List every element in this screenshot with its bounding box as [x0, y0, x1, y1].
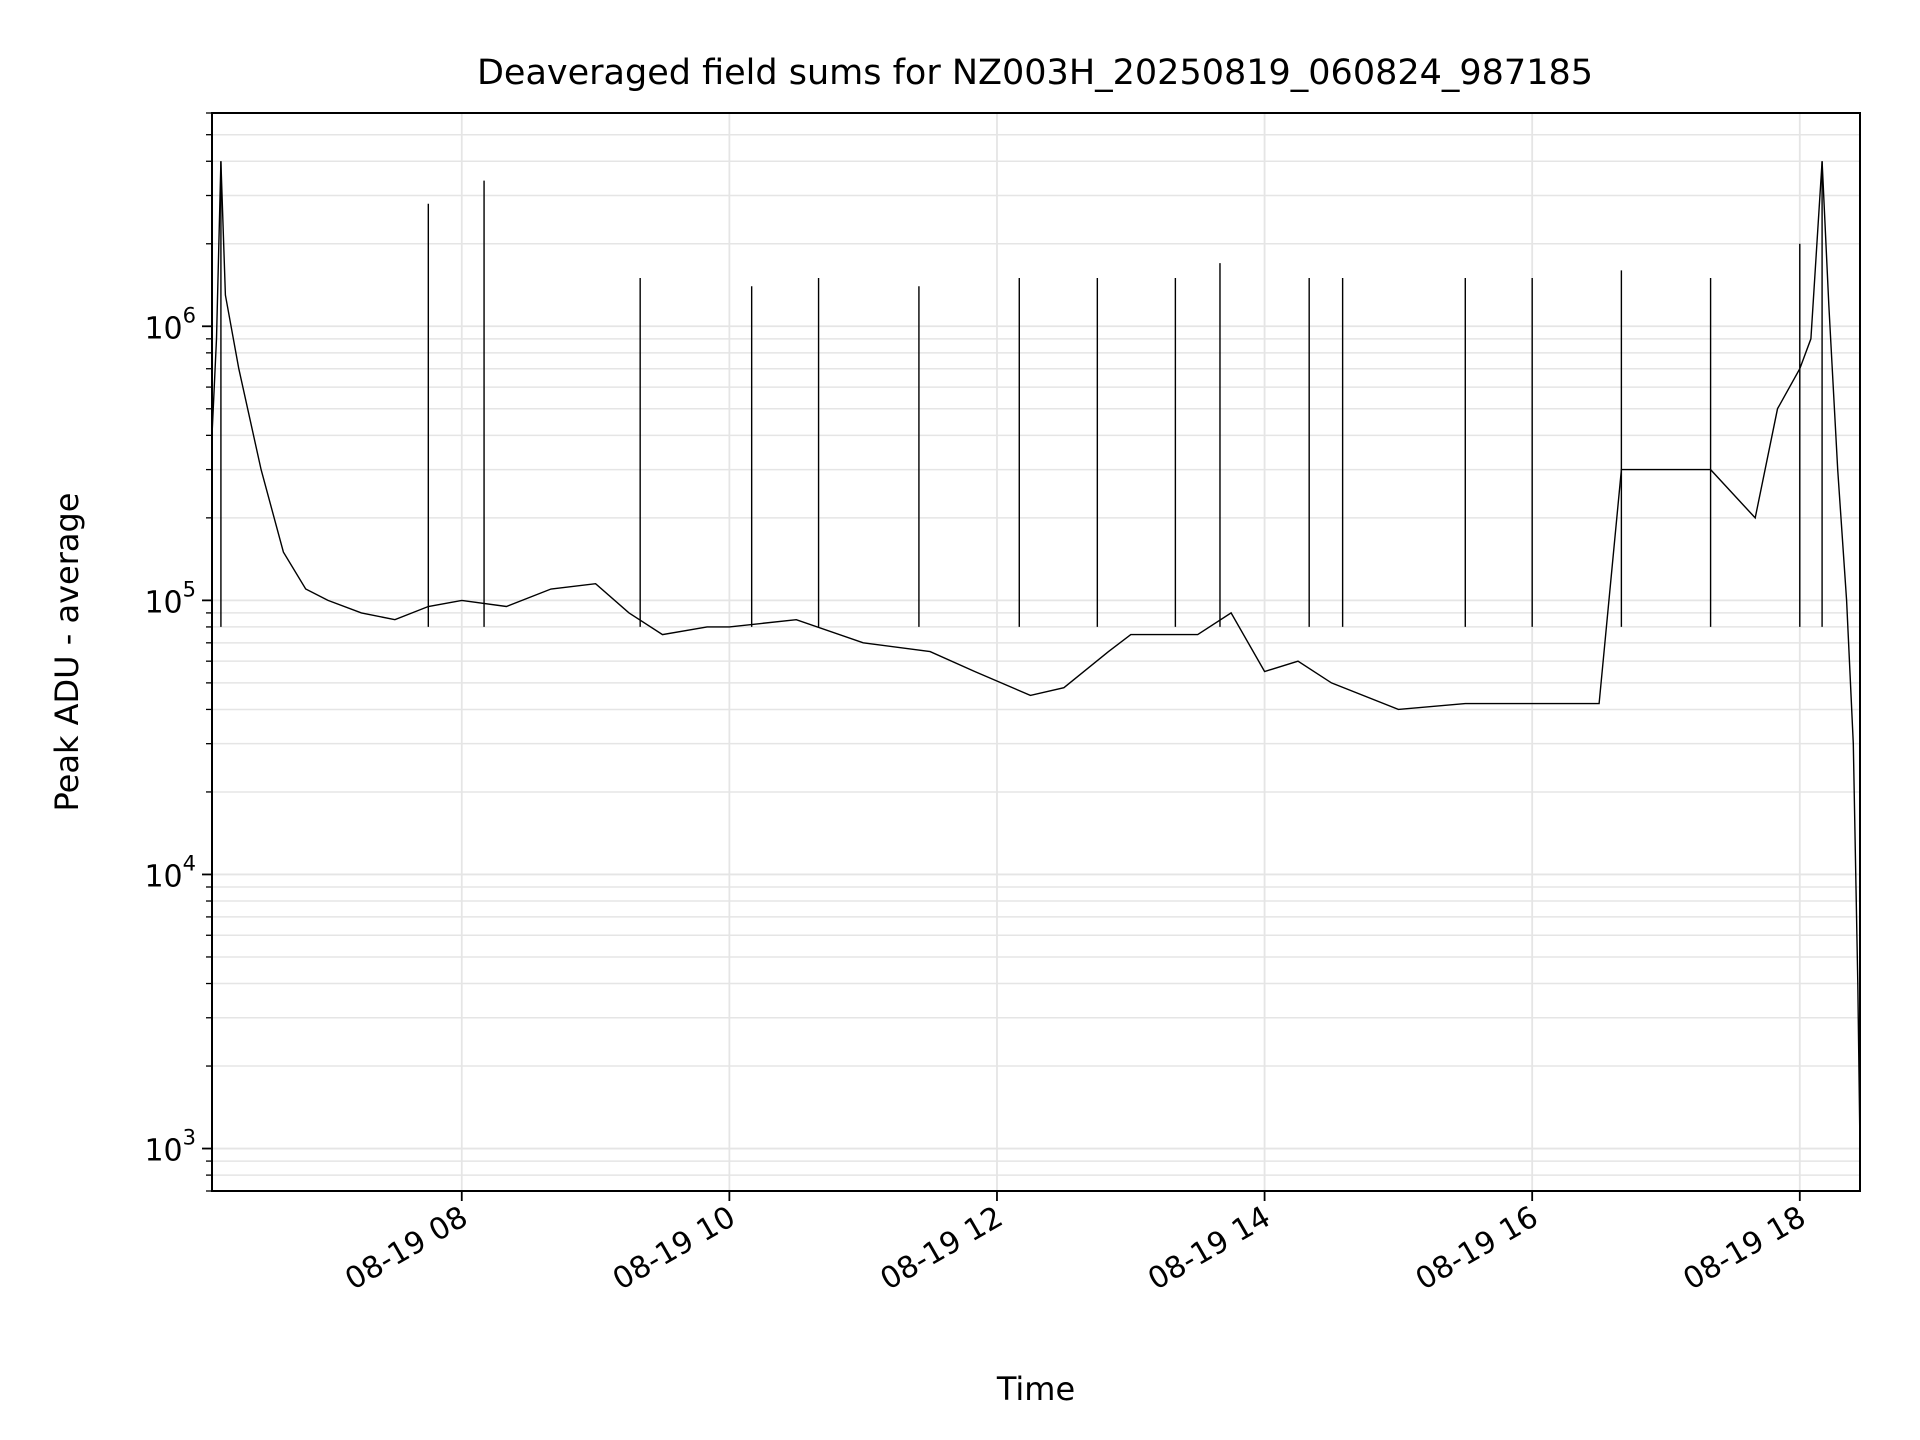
y-tick-base: 10 [144, 585, 182, 620]
y-tick-base: 10 [144, 1134, 182, 1169]
y-tick-base: 10 [144, 859, 182, 894]
y-tick-base: 10 [144, 311, 182, 346]
y-tick-label: 104 [144, 851, 196, 894]
y-axis-label: Peak ADU - average [48, 493, 86, 812]
x-axis-label: Time [996, 1370, 1075, 1408]
data-series [212, 161, 1860, 1149]
series-line [212, 161, 1860, 1149]
y-tick-label: 105 [144, 577, 196, 620]
y-tick-exponent: 4 [183, 851, 196, 875]
y-tick-label: 106 [144, 303, 196, 346]
y-tick-exponent: 3 [183, 1126, 196, 1150]
y-tick-label: 103 [144, 1126, 196, 1169]
plot-frame [211, 112, 1861, 1192]
chart-title: Deaveraged field sums for NZ003H_2025081… [477, 53, 1593, 93]
y-tick-exponent: 6 [183, 303, 196, 327]
grid [212, 112, 1860, 1192]
y-tick-exponent: 5 [183, 577, 196, 601]
